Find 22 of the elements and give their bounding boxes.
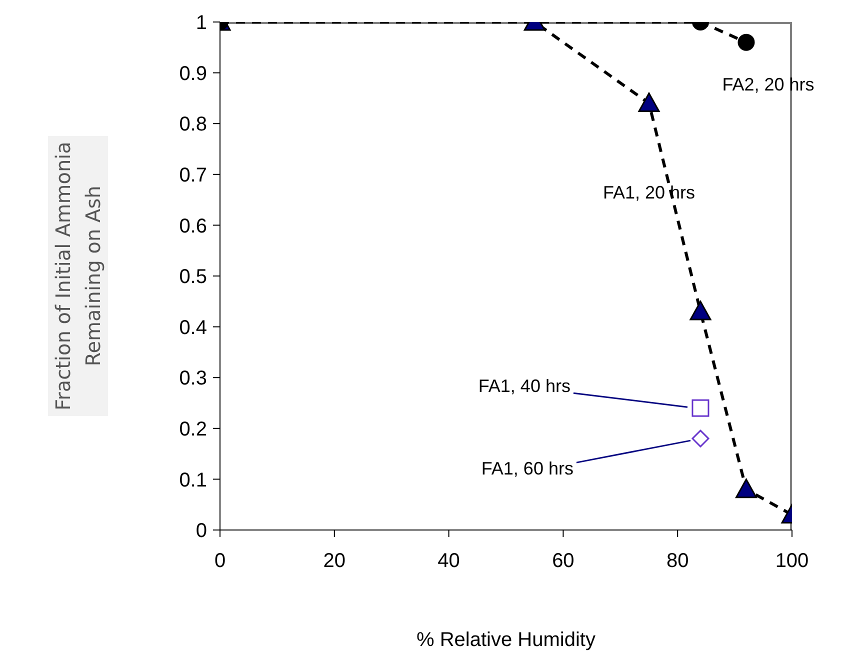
y-tick-label: 0.6	[179, 215, 207, 238]
x-tick-label: 20	[323, 550, 346, 572]
y-tick-label: 0.5	[179, 266, 207, 288]
y-tick-label: 0.4	[179, 316, 207, 339]
y-tick-label: 0.8	[179, 114, 207, 136]
x-tick-label: 80	[666, 550, 689, 572]
y-tick-label: 0.9	[179, 62, 207, 85]
y-tick-label: 0.1	[179, 469, 207, 492]
y-tick-label: 0.7	[179, 164, 207, 186]
y-axis-title: Fraction of Initial Ammonia Remaining on Ash	[51, 142, 105, 410]
x-axis-title: % Relative Humidity	[416, 629, 596, 651]
x-tick-label: 60	[552, 550, 574, 572]
y-tick-label: 0.3	[179, 368, 207, 390]
x-tick-label: 40	[438, 550, 460, 572]
series-label: FA2, 20 hrs	[722, 74, 814, 94]
y-tick-label: 1	[196, 12, 207, 34]
y-tick-label: 0.2	[179, 418, 207, 440]
x-tick-label: 0	[214, 550, 226, 572]
text: FA1, 40 hrs	[478, 376, 570, 396]
y-tick-label: 0	[196, 520, 207, 542]
text: FA1, 60 hrs	[481, 458, 574, 479]
x-tick-label: 100	[775, 550, 809, 572]
